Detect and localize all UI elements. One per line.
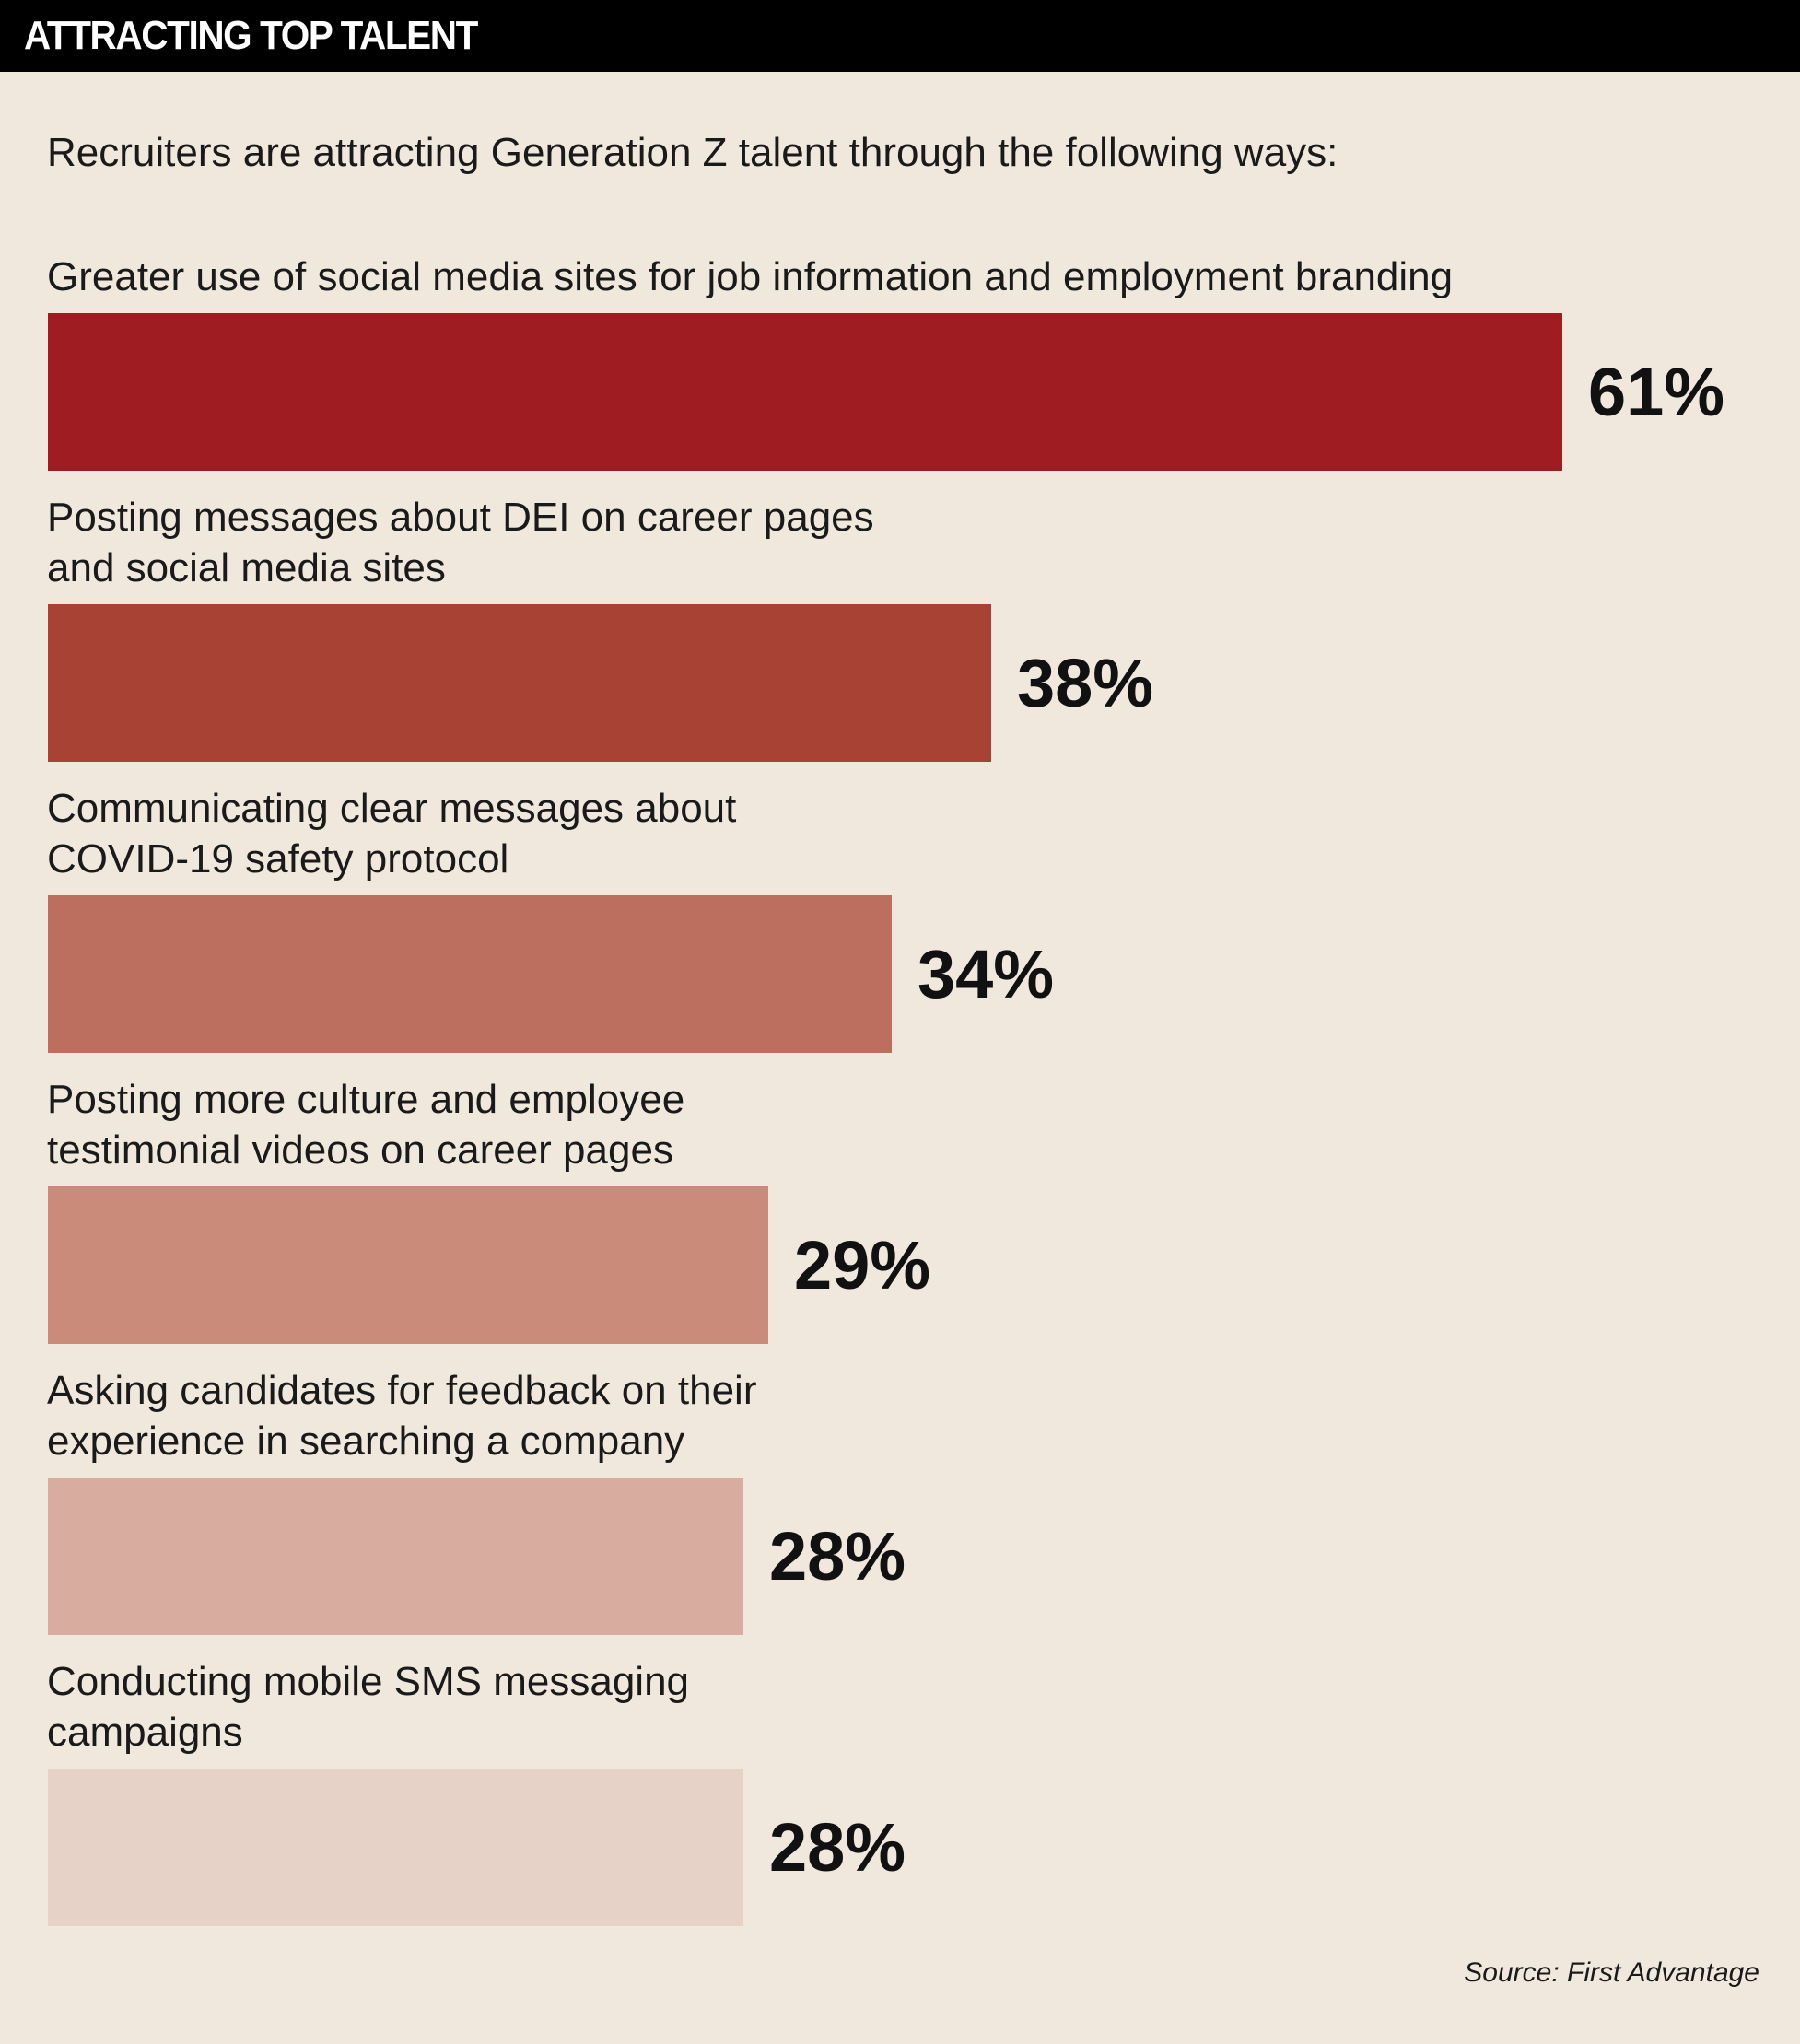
bar xyxy=(48,313,1562,471)
value-label: 61% xyxy=(1588,353,1725,430)
value-label: 28% xyxy=(769,1808,906,1886)
bar xyxy=(48,1769,743,1926)
category-label: Communicating clear messages about COVID… xyxy=(47,786,737,882)
category-label: Asking candidates for feedback on their … xyxy=(47,1368,757,1464)
bar xyxy=(48,604,991,762)
bar xyxy=(48,1478,743,1635)
value-label: 28% xyxy=(769,1517,906,1594)
category-label: Conducting mobile SMS messaging campaign… xyxy=(47,1659,690,1755)
bar xyxy=(48,1186,768,1344)
value-label: 34% xyxy=(918,935,1055,1012)
value-label: 29% xyxy=(794,1226,931,1303)
bar xyxy=(48,895,892,1053)
category-label: Greater use of social media sites for jo… xyxy=(47,254,1454,299)
source-note: Source: First Advantage xyxy=(1464,1957,1759,1988)
value-label: 38% xyxy=(1017,644,1154,721)
title-bar: ATTRACTING TOP TALENT xyxy=(0,0,1800,72)
category-label: Posting more culture and employee testim… xyxy=(47,1077,685,1173)
category-label: Posting messages about DEI on career pag… xyxy=(47,495,874,590)
chart-subtitle: Recruiters are attracting Generation Z t… xyxy=(47,130,1338,175)
chart-title: ATTRACTING TOP TALENT xyxy=(24,13,478,58)
